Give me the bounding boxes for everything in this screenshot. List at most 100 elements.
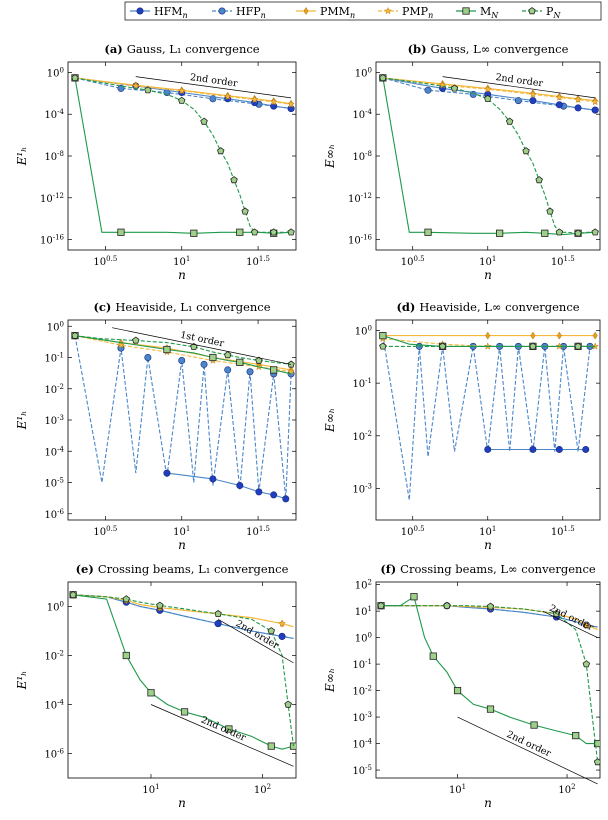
ytick-label-f-6: 10-4 (352, 738, 372, 751)
point-mn-b-6 (541, 229, 549, 237)
plot-area-f (375, 581, 601, 779)
order-line-f-0 (542, 610, 598, 638)
ytick-label-a-3: 10-12 (40, 192, 64, 205)
legend-label-pmm: PMMn (320, 5, 355, 20)
ylabel-c: E¹ₕ (15, 411, 29, 431)
point-pn-f-10 (593, 758, 600, 766)
series-hfp-c (74, 335, 292, 499)
ytick-label-b-0: 100 (355, 66, 372, 79)
point-pn-f-0 (377, 601, 385, 609)
point-pn-f-4 (486, 602, 495, 610)
point-pn-c-8 (255, 356, 263, 364)
ytick-label-b-3: 10-12 (348, 192, 372, 205)
xtick-label-b-0: 100.5 (401, 255, 425, 268)
point-pn-a-10 (230, 176, 238, 184)
ytick-label-c-3: 10-3 (44, 414, 64, 427)
point-hfp-c-12 (246, 368, 254, 376)
series-pn-e (73, 594, 295, 747)
point-pn-a-2 (144, 86, 152, 94)
ytick-label-f-1: 101 (355, 605, 372, 618)
series-pn-f (381, 605, 599, 763)
series-pn-b (382, 77, 596, 234)
ytick-label-e-1: 10-2 (44, 650, 64, 663)
xtick-label-e-1: 102 (254, 783, 271, 796)
panel-e: (e) Crossing beams, L₁ convergence 100 10-… (15, 562, 297, 810)
xlabel-e: n (178, 796, 186, 810)
point-pn-b-10 (535, 176, 543, 184)
point-pn-b-8 (522, 147, 530, 155)
panel-title-a: (a) Gauss, L₁ convergence (104, 42, 259, 56)
panel-title-d: (d) Heaviside, L∞ convergence (396, 300, 579, 314)
panel-title-b: (b) Gauss, L∞ convergence (408, 42, 569, 56)
point-pmm-d-2 (485, 331, 491, 340)
xlabel-c: n (178, 538, 186, 552)
point-mn-c-8 (270, 366, 278, 374)
ytick-label-c-0: 100 (47, 320, 64, 333)
point-mn-c-2 (163, 345, 171, 354)
order-line-b-0 (442, 76, 596, 99)
point-pmp-f-8 (582, 620, 591, 629)
point-mn-a-2 (117, 228, 125, 236)
point-hfm-c-5 (282, 495, 290, 503)
order-label-c-0: 1st order (179, 330, 225, 350)
xtick-label-b-1: 101 (479, 255, 496, 268)
xtick-label-c-0: 100.5 (93, 525, 117, 538)
panel-title-f: (f) Crossing beams, L∞ convergence (380, 562, 596, 576)
xtick-label-c-2: 101.5 (246, 525, 270, 538)
legend: HFMn HFPn PMMn PMPn MN PN (124, 1, 602, 21)
point-pn-a-12 (241, 207, 249, 215)
point-mn-b-2 (424, 228, 432, 236)
point-pn-e-0 (69, 590, 77, 598)
ytick-label-c-2: 10-2 (44, 383, 64, 396)
ytick-label-a-2: 10-8 (44, 150, 64, 163)
point-hfm-e-8 (278, 632, 286, 640)
point-pn-a-18 (287, 228, 295, 236)
panel-a: (a) Gauss, L₁ convergence 100 10-4 10-8 10-1… (15, 42, 297, 282)
point-mn-d-0 (379, 332, 387, 340)
series-mn-e (73, 594, 294, 750)
legend-label-hfp: HFPn (236, 5, 266, 20)
point-pn-f-8 (582, 660, 591, 668)
ytick-label-a-4: 10-16 (40, 234, 65, 247)
point-hfm-e-6 (214, 620, 222, 628)
series-mn-b (382, 77, 596, 236)
point-pn-b-16 (574, 229, 582, 237)
order-line-c-0 (112, 327, 292, 365)
series-pn-c (74, 335, 292, 365)
plot-area-e (67, 581, 297, 779)
xtick-label-b-2: 101.5 (551, 255, 575, 268)
ytick-label-f-2: 100 (355, 632, 372, 645)
ylabel-d: E∞ₕ (323, 408, 337, 433)
point-pn-b-2 (450, 84, 459, 92)
point-pn-c-2 (132, 336, 140, 344)
ytick-label-c-4: 10-4 (44, 445, 64, 458)
point-hfp-c-4 (144, 353, 152, 361)
point-mn-e-4 (147, 689, 155, 697)
legend-box (124, 1, 602, 21)
point-pn-e-4 (156, 601, 164, 609)
xlabel-f: n (484, 796, 492, 810)
point-pn-a-16 (269, 228, 278, 236)
point-hfp-c-10 (224, 366, 232, 374)
point-mn-f-4 (429, 652, 437, 660)
point-pmp-a-6 (287, 100, 295, 108)
point-pmp-a-3 (223, 92, 232, 100)
point-pn-e-6 (214, 610, 222, 617)
point-hfm-c-3 (255, 488, 263, 496)
ylabel-f: E∞ₕ (323, 668, 337, 693)
legend-marker-pn (528, 7, 536, 15)
legend-label-pn: PN (546, 5, 561, 20)
point-hfm-b-4 (555, 101, 563, 109)
ytick-label-f-3: 10-1 (352, 658, 372, 671)
point-pn-b-6 (505, 117, 514, 125)
point-mn-f-14 (593, 739, 600, 748)
point-pn-d-0 (379, 342, 387, 350)
panel-b: (b) Gauss, L∞ convergence 100 10-4 10-8 10-1… (323, 42, 601, 282)
point-pmm-d-8 (592, 331, 598, 340)
point-pn-e-8 (267, 627, 275, 635)
ytick-label-c-5: 10-5 (44, 477, 64, 490)
point-mn-b-4 (496, 229, 504, 237)
ytick-label-f-5: 10-3 (352, 711, 372, 724)
point-hfm-b-5 (574, 104, 582, 112)
ytick-label-b-1: 10-4 (352, 108, 372, 121)
